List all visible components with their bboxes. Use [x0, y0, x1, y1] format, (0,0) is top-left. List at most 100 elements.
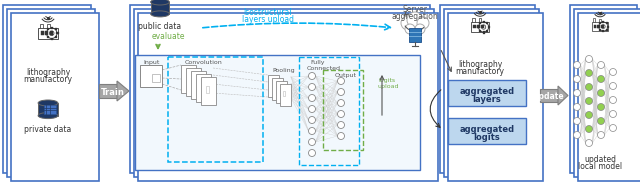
Circle shape — [609, 124, 616, 132]
Bar — [47, 28, 49, 30]
Bar — [570, 5, 637, 173]
Bar — [323, 70, 363, 150]
Bar — [38, 103, 58, 116]
Text: layers upload: layers upload — [242, 15, 294, 24]
Circle shape — [308, 139, 316, 145]
Circle shape — [308, 117, 316, 124]
Bar — [7, 9, 95, 177]
Bar — [186, 68, 201, 96]
Text: Train: Train — [101, 88, 125, 97]
FancyArrowPatch shape — [430, 90, 441, 127]
Bar — [11, 13, 99, 181]
Circle shape — [337, 100, 344, 107]
Bar — [591, 22, 609, 31]
Bar — [574, 9, 640, 177]
Bar — [168, 57, 263, 162]
Bar — [54, 36, 57, 38]
Bar — [448, 80, 526, 106]
Circle shape — [609, 111, 616, 117]
Circle shape — [308, 94, 316, 102]
Bar — [540, 89, 558, 102]
FancyArrowPatch shape — [203, 23, 390, 30]
Bar — [99, 84, 117, 98]
Text: logits: logits — [378, 78, 395, 83]
Bar — [272, 78, 283, 100]
Bar — [47, 24, 49, 28]
Text: Connected: Connected — [307, 66, 341, 71]
Circle shape — [586, 83, 593, 91]
Bar — [130, 5, 430, 173]
Bar — [470, 22, 490, 32]
Text: Output: Output — [335, 73, 357, 78]
Circle shape — [573, 76, 580, 83]
Bar — [486, 30, 488, 32]
Circle shape — [598, 132, 605, 139]
Bar — [135, 55, 420, 170]
Bar — [599, 29, 601, 31]
Bar — [597, 26, 599, 27]
Bar — [140, 65, 162, 87]
Text: lithography: lithography — [458, 60, 502, 69]
Bar — [201, 77, 216, 105]
Circle shape — [337, 77, 344, 85]
Bar — [605, 22, 607, 24]
Circle shape — [337, 132, 344, 139]
Bar — [598, 19, 602, 22]
Bar — [607, 26, 609, 27]
Ellipse shape — [150, 0, 170, 5]
Circle shape — [609, 96, 616, 104]
Polygon shape — [558, 86, 568, 105]
Bar — [134, 9, 434, 177]
Bar — [40, 31, 44, 35]
Circle shape — [415, 24, 425, 34]
Bar — [602, 25, 604, 28]
Bar — [51, 27, 53, 29]
Bar — [593, 18, 595, 22]
Bar — [444, 9, 539, 177]
Text: aggregated: aggregated — [460, 87, 515, 96]
Ellipse shape — [38, 100, 58, 106]
Bar — [150, 2, 170, 14]
Bar — [472, 18, 475, 22]
Text: Pooling: Pooling — [272, 68, 294, 73]
Bar — [481, 25, 484, 29]
Text: logits: logits — [474, 133, 500, 142]
Text: evaluate: evaluate — [152, 32, 186, 41]
Bar — [578, 13, 640, 181]
Bar — [605, 29, 607, 31]
Bar — [49, 31, 52, 35]
Bar — [448, 13, 543, 181]
Text: aggregation: aggregation — [392, 12, 438, 21]
Bar — [138, 13, 438, 181]
Text: manufactory: manufactory — [24, 75, 72, 84]
Bar — [268, 75, 279, 97]
Circle shape — [337, 89, 344, 96]
Text: lithography: lithography — [26, 68, 70, 77]
Circle shape — [337, 111, 344, 117]
Bar — [56, 32, 58, 34]
Text: layers: layers — [472, 95, 501, 104]
Bar — [152, 74, 160, 82]
Circle shape — [405, 24, 415, 34]
Bar — [486, 22, 488, 24]
Circle shape — [407, 12, 423, 28]
Circle shape — [573, 132, 580, 139]
FancyArrowPatch shape — [404, 12, 408, 16]
Bar — [283, 91, 285, 96]
Bar — [299, 57, 359, 165]
Circle shape — [337, 122, 344, 128]
FancyArrowPatch shape — [441, 51, 451, 71]
Text: updated: updated — [584, 155, 616, 164]
Bar — [191, 71, 206, 99]
Circle shape — [573, 104, 580, 111]
Text: aggregated: aggregated — [460, 125, 515, 134]
Bar — [479, 22, 481, 24]
FancyArrowPatch shape — [156, 44, 160, 48]
Circle shape — [586, 126, 593, 132]
Circle shape — [308, 150, 316, 156]
Circle shape — [308, 106, 316, 113]
Bar — [276, 81, 287, 103]
Bar — [483, 20, 484, 23]
Circle shape — [586, 70, 593, 76]
Text: manufactory: manufactory — [456, 67, 504, 76]
